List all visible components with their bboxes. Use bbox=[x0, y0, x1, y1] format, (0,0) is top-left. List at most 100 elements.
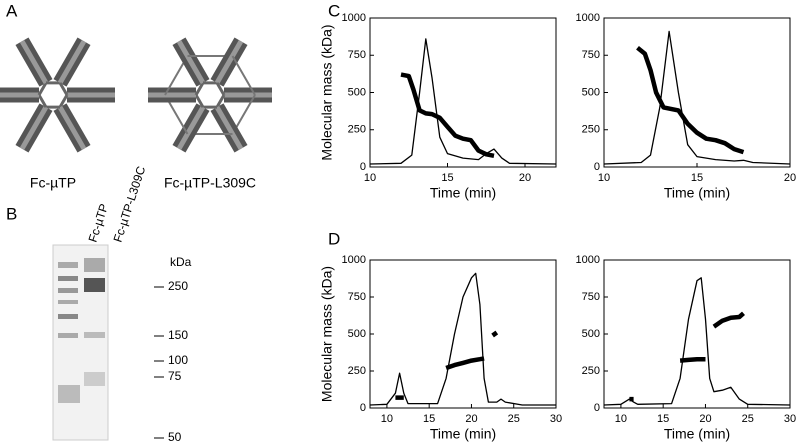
gel-band bbox=[84, 278, 105, 292]
signal-trace bbox=[369, 272, 556, 406]
x-tick-label: 15 bbox=[423, 413, 435, 425]
signal-trace bbox=[603, 277, 791, 406]
x-tick-label: 20 bbox=[784, 172, 796, 184]
arm-highlight bbox=[214, 105, 244, 150]
hinge bbox=[194, 82, 205, 96]
signal-trace bbox=[369, 38, 557, 165]
x-tick-label: 20 bbox=[699, 413, 711, 425]
arm-highlight bbox=[176, 40, 206, 85]
gel-band bbox=[58, 262, 78, 268]
gel-band bbox=[84, 372, 105, 386]
gel-background bbox=[52, 244, 109, 441]
panel-label: C bbox=[328, 1, 340, 20]
y-tick-label: 1000 bbox=[342, 254, 366, 266]
plot-frame bbox=[369, 17, 557, 168]
x-tick-label: 30 bbox=[784, 413, 796, 425]
lane-label: Fc-µTP-L309C bbox=[111, 164, 149, 244]
gel-band bbox=[58, 288, 78, 293]
marker-label: 150 bbox=[168, 328, 188, 342]
signal-trace bbox=[603, 30, 791, 165]
y-tick-label: 1000 bbox=[576, 12, 600, 24]
y-tick-label: 1000 bbox=[342, 12, 366, 24]
hinge bbox=[37, 94, 48, 108]
y-tick-label: 250 bbox=[582, 365, 600, 377]
x-tick-label: 25 bbox=[508, 413, 520, 425]
hexamer bbox=[148, 37, 272, 153]
x-tick-label: 10 bbox=[364, 172, 376, 184]
panel-label: D bbox=[328, 229, 340, 248]
mass-trace bbox=[400, 72, 495, 159]
y-tick-label: 500 bbox=[348, 86, 366, 98]
unit-label: kDa bbox=[170, 255, 192, 269]
x-tick-label: 20 bbox=[465, 413, 477, 425]
plot-frame bbox=[369, 259, 557, 409]
y-tick-label: 250 bbox=[348, 124, 366, 136]
arm-highlight bbox=[19, 40, 49, 85]
y-tick-label: 500 bbox=[582, 328, 600, 340]
lane-label: Fc-µTP bbox=[86, 202, 112, 244]
gel-band bbox=[58, 300, 78, 304]
arm-highlight bbox=[57, 105, 87, 150]
x-tick-label: 10 bbox=[615, 413, 627, 425]
y-axis-label: Molecular mass (kDa) bbox=[319, 24, 335, 160]
hinge bbox=[58, 82, 69, 96]
x-axis-label: Time (min) bbox=[430, 426, 496, 442]
x-tick-label: 20 bbox=[519, 172, 531, 184]
y-tick-label: 500 bbox=[582, 86, 600, 98]
y-tick-label: 250 bbox=[348, 365, 366, 377]
y-tick-label: 750 bbox=[582, 291, 600, 303]
hinge bbox=[194, 94, 205, 108]
x-tick-label: 15 bbox=[691, 172, 703, 184]
marker-label: 100 bbox=[168, 353, 188, 367]
x-tick-label: 10 bbox=[598, 172, 610, 184]
hinge bbox=[37, 82, 48, 96]
panel-label: B bbox=[6, 204, 17, 223]
x-tick-label: 10 bbox=[381, 413, 393, 425]
arm-highlight bbox=[57, 40, 87, 85]
gel-band bbox=[58, 276, 78, 281]
x-tick-label: 15 bbox=[657, 413, 669, 425]
marker-label: 75 bbox=[168, 369, 182, 383]
x-axis-label: Time (min) bbox=[664, 426, 730, 442]
marker-label: 250 bbox=[168, 279, 188, 293]
marker-label: 50 bbox=[168, 430, 182, 444]
y-tick-label: 500 bbox=[348, 328, 366, 340]
y-tick-label: 750 bbox=[348, 291, 366, 303]
plot-frame bbox=[603, 17, 791, 168]
hexamer bbox=[0, 37, 115, 153]
y-tick-label: 0 bbox=[594, 402, 600, 414]
x-tick-label: 30 bbox=[550, 413, 562, 425]
hinge bbox=[58, 94, 69, 108]
x-axis-label: Time (min) bbox=[430, 185, 496, 201]
hinge bbox=[215, 82, 226, 96]
y-tick-label: 750 bbox=[348, 49, 366, 61]
gel-band bbox=[58, 333, 78, 338]
x-tick-label: 25 bbox=[742, 413, 754, 425]
gel-band bbox=[58, 385, 80, 403]
x-axis-label: Time (min) bbox=[664, 185, 730, 201]
y-axis-label: Molecular mass (kDa) bbox=[319, 266, 335, 402]
x-tick-label: 15 bbox=[441, 172, 453, 184]
arm-highlight bbox=[19, 105, 49, 150]
mass-trace bbox=[395, 330, 499, 400]
gel-band bbox=[84, 258, 105, 272]
mass-trace bbox=[629, 311, 745, 402]
arm-highlight bbox=[176, 105, 206, 150]
panel-label: A bbox=[6, 1, 18, 20]
y-tick-label: 750 bbox=[582, 49, 600, 61]
mass-trace bbox=[636, 46, 745, 155]
arm-highlight bbox=[214, 40, 244, 85]
hinge bbox=[215, 94, 226, 108]
y-tick-label: 0 bbox=[360, 402, 366, 414]
y-tick-label: 0 bbox=[594, 161, 600, 173]
disulfide bbox=[231, 55, 256, 96]
gel-band bbox=[84, 332, 105, 338]
y-tick-label: 250 bbox=[582, 124, 600, 136]
construct-label: Fc-µTP-L309C bbox=[164, 175, 256, 191]
gel-band bbox=[58, 314, 78, 319]
y-tick-label: 0 bbox=[360, 161, 366, 173]
construct-label: Fc-µTP bbox=[30, 175, 76, 191]
gel bbox=[52, 244, 109, 441]
y-tick-label: 1000 bbox=[576, 254, 600, 266]
